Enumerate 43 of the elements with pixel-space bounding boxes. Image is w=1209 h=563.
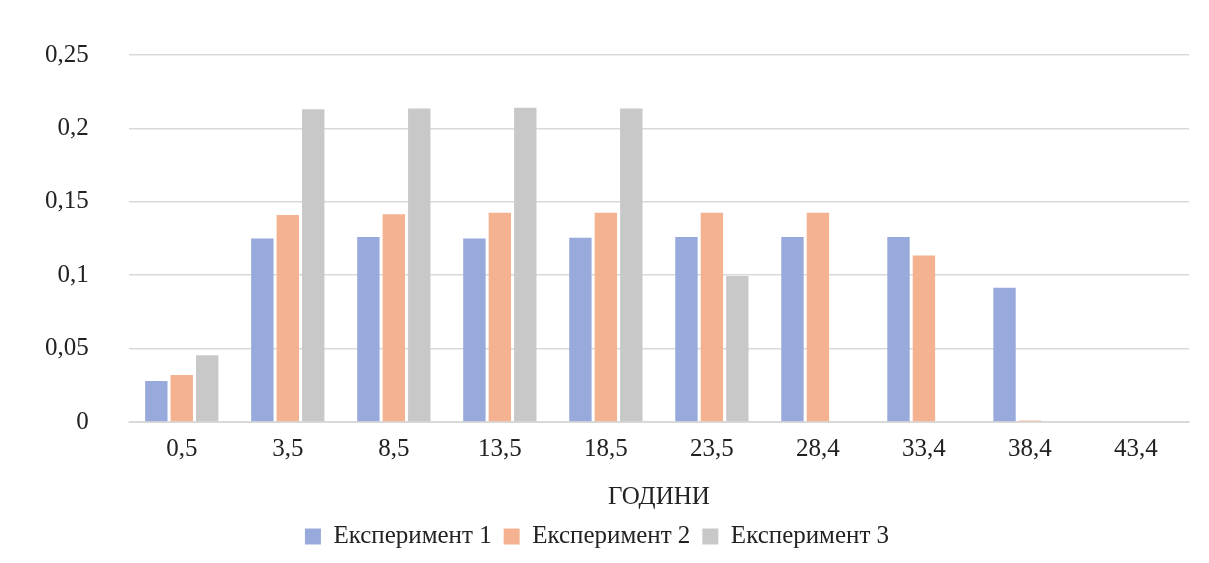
x-tick-label: 33,4 — [902, 433, 947, 461]
bar — [993, 287, 1016, 422]
bar — [170, 375, 193, 422]
bar — [463, 238, 486, 422]
bar — [302, 109, 325, 422]
bar — [569, 237, 592, 422]
y-tick-label: 0 — [76, 406, 89, 434]
bar — [251, 238, 274, 422]
x-tick-label: 38,4 — [1008, 433, 1053, 461]
y-tick-label: 0,2 — [57, 112, 89, 140]
bar — [700, 212, 724, 422]
bar — [514, 107, 537, 422]
x-tick-label: 3,5 — [272, 433, 304, 461]
y-tick-label: 0,15 — [45, 186, 89, 214]
bar — [726, 275, 749, 422]
x-tick-label: 18,5 — [583, 433, 628, 461]
bar — [594, 212, 618, 422]
x-tick-label: 0,5 — [166, 433, 198, 461]
legend-label: Експеримент 3 — [730, 521, 890, 549]
bar — [887, 237, 910, 422]
bar — [276, 215, 299, 422]
bar — [382, 214, 406, 422]
bar — [912, 255, 936, 422]
bar — [145, 380, 168, 422]
bar — [781, 237, 804, 422]
x-axis-title: ГОДИНИ — [607, 481, 710, 509]
legend-label: Експеримент 2 — [532, 521, 691, 549]
y-tick-label: 0,25 — [45, 39, 89, 67]
bar — [196, 355, 219, 422]
x-tick-label: 13,5 — [477, 433, 522, 461]
bar — [806, 212, 830, 422]
y-tick-label: 0,05 — [45, 333, 89, 361]
x-tick-label: 23,5 — [690, 433, 734, 461]
x-tick-label: 8,5 — [378, 433, 410, 461]
y-tick-label: 0,1 — [57, 259, 89, 287]
legend-label: Експеримент 1 — [333, 521, 492, 549]
x-tick-label: 43,4 — [1114, 433, 1159, 461]
x-tick-label: 28,4 — [796, 433, 841, 461]
bar — [408, 108, 431, 422]
bar — [488, 212, 512, 422]
bar — [620, 108, 643, 422]
bar — [357, 237, 380, 422]
bar — [675, 237, 698, 422]
